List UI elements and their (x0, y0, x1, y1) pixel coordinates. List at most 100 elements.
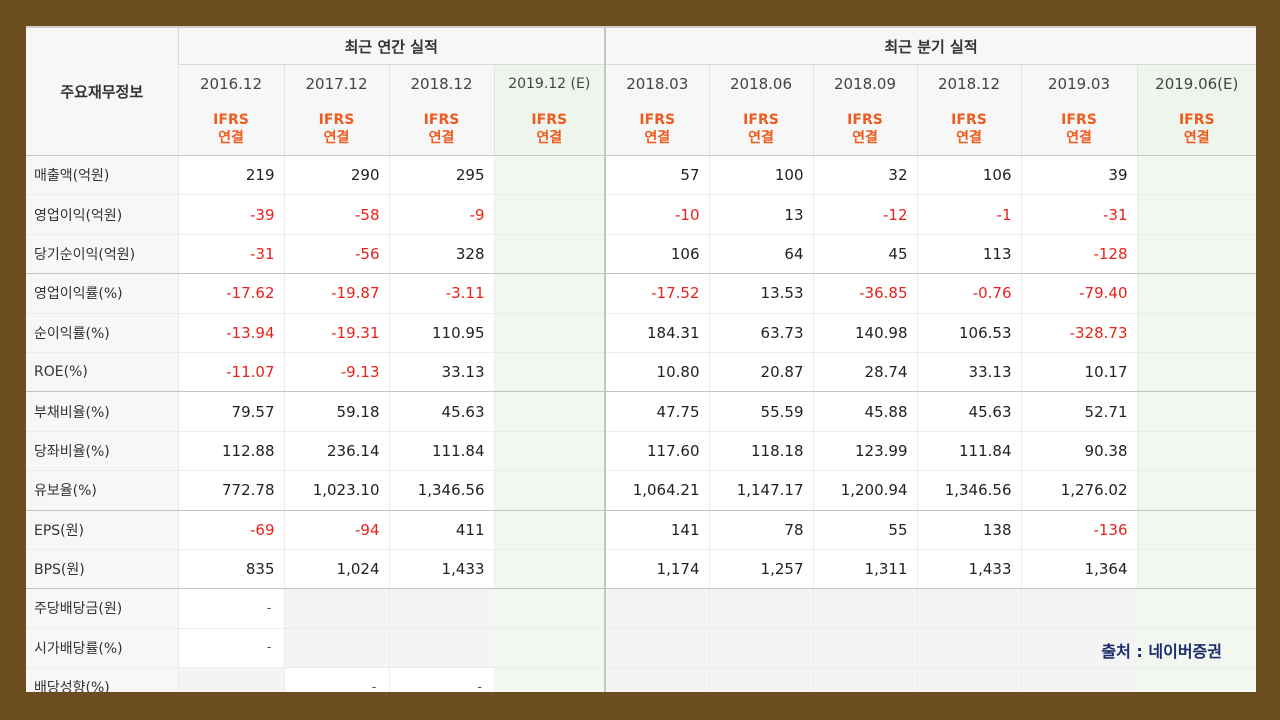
row-label: 부채비율(%) (26, 391, 178, 432)
table-cell: 835 (177, 549, 284, 590)
ifrs-badge[interactable]: IFRS 연결 (916, 103, 1021, 156)
table-cell: 10.17 (1020, 352, 1137, 393)
table-cell: 411 (388, 510, 494, 550)
period-header: 2018.06 (708, 64, 813, 103)
ifrs-badge[interactable]: IFRS 연결 (708, 103, 813, 156)
ifrs-badge[interactable]: IFRS 연결 (1020, 103, 1137, 156)
table-cell (1136, 470, 1256, 511)
consolidated-label: 연결 (852, 130, 878, 146)
table-cell: 78 (708, 510, 813, 550)
table-cell: 45.63 (388, 391, 494, 432)
ifrs-badge[interactable]: IFRS 연결 (604, 103, 709, 156)
financial-table-panel: 주요재무정보 최근 연간 실적 최근 분기 실적 2016.12 2017.12 2… (26, 26, 1256, 692)
table-cell (493, 470, 605, 511)
table-cell (494, 667, 605, 692)
table-cell (494, 588, 605, 629)
consolidated-label: 연결 (218, 130, 244, 146)
table-row: 부채비율(%) 79.57 59.18 45.63 47.75 55.59 45.88 45.… (26, 391, 1256, 432)
ifrs-label: IFRS (318, 112, 355, 128)
table-cell: -69 (177, 510, 284, 550)
table-cell (493, 313, 605, 353)
consolidated-label: 연결 (748, 130, 774, 146)
table-cell (1137, 667, 1256, 692)
table-cell: 1,433 (916, 549, 1021, 590)
table-cell: -56 (283, 234, 389, 275)
period-header: 2018.12 (388, 64, 494, 103)
row-label: BPS(원) (26, 549, 178, 590)
table-title: 주요재무정보 (26, 26, 178, 156)
table-cell (1137, 628, 1256, 669)
table-cell (708, 667, 813, 692)
period-header: 2019.03 (1020, 64, 1137, 103)
ifrs-label: IFRS (531, 112, 568, 128)
table-cell (1020, 588, 1137, 629)
table-cell: 138 (916, 510, 1021, 550)
table-cell (1136, 234, 1256, 275)
table-cell: -1 (916, 194, 1021, 235)
table-cell: 64 (708, 234, 813, 275)
ifrs-label: IFRS (1061, 112, 1097, 128)
table-row: 주당배당금(원) - (26, 588, 1256, 629)
table-cell: 33.13 (388, 352, 494, 393)
table-cell: 1,174 (604, 549, 709, 590)
table-cell (493, 273, 605, 314)
table-cell: 123.99 (812, 431, 917, 472)
table-cell (1136, 313, 1256, 353)
table-cell: 140.98 (812, 313, 917, 353)
ifrs-badge[interactable]: IFRS 연결 (1136, 103, 1256, 156)
table-cell: 106 (916, 155, 1021, 196)
table-cell: 295 (388, 155, 494, 196)
ifrs-label: IFRS (1178, 112, 1215, 128)
table-cell: 1,257 (708, 549, 813, 590)
table-cell: -19.31 (283, 313, 389, 353)
consolidated-label: 연결 (644, 130, 671, 146)
row-label: EPS(원) (26, 510, 178, 550)
table-cell (177, 667, 284, 692)
table-row: BPS(원) 835 1,024 1,433 1,174 1,257 1,311 1,433 1… (26, 549, 1256, 590)
table-cell: -9 (388, 194, 494, 235)
table-cell (916, 628, 1021, 669)
table-cell: 100 (708, 155, 813, 196)
table-row: 유보율(%) 772.78 1,023.10 1,346.56 1,064.21 1,14… (26, 470, 1256, 511)
table-cell: 1,346.56 (916, 470, 1021, 511)
ifrs-label: IFRS (743, 112, 779, 128)
consolidated-label: 연결 (536, 130, 563, 146)
table-row: 당기순이익(억원) -31 -56 328 106 64 45 113 -128 (26, 234, 1256, 275)
table-cell: -9.13 (283, 352, 389, 393)
table-cell (1136, 155, 1256, 196)
table-cell (493, 391, 605, 432)
table-cell: 79.57 (177, 391, 284, 432)
table-cell: 117.60 (604, 431, 709, 472)
ifrs-badge[interactable]: IFRS 연결 (388, 103, 494, 156)
period-header: 2018.12 (916, 64, 1021, 103)
table-row: ROE(%) -11.07 -9.13 33.13 10.80 20.87 28.74 33.… (26, 352, 1256, 393)
consolidated-label: 연결 (428, 130, 455, 146)
table-cell: 1,311 (812, 549, 917, 590)
ifrs-badge[interactable]: IFRS 연결 (177, 103, 284, 156)
table-cell (493, 431, 605, 472)
period-header: 2019.06(E) (1136, 64, 1256, 103)
table-cell (493, 234, 605, 275)
ifrs-badge[interactable]: IFRS 연결 (283, 103, 389, 156)
table-cell (812, 667, 917, 692)
ifrs-badge[interactable]: IFRS 연결 (493, 103, 605, 156)
table-cell: 1,024 (283, 549, 389, 590)
table-cell (916, 667, 1021, 692)
table-cell: - (283, 667, 389, 692)
table-cell: 10.80 (604, 352, 709, 393)
table-cell (1020, 667, 1137, 692)
table-cell (604, 628, 709, 669)
table-cell (493, 510, 605, 550)
table-cell: -31 (1020, 194, 1137, 235)
table-cell: 1,200.94 (812, 470, 917, 511)
table-cell: -11.07 (177, 352, 284, 393)
table-cell: 45 (812, 234, 917, 275)
ifrs-badge[interactable]: IFRS 연결 (812, 103, 917, 156)
table-row: 영업이익률(%) -17.62 -19.87 -3.11 -17.52 13.53 -36.… (26, 273, 1256, 314)
table-cell: 1,433 (388, 549, 494, 590)
table-cell (812, 628, 917, 669)
table-cell: 290 (283, 155, 389, 196)
table-cell: 63.73 (708, 313, 813, 353)
table-cell: -39 (177, 194, 284, 235)
table-cell (388, 588, 494, 629)
